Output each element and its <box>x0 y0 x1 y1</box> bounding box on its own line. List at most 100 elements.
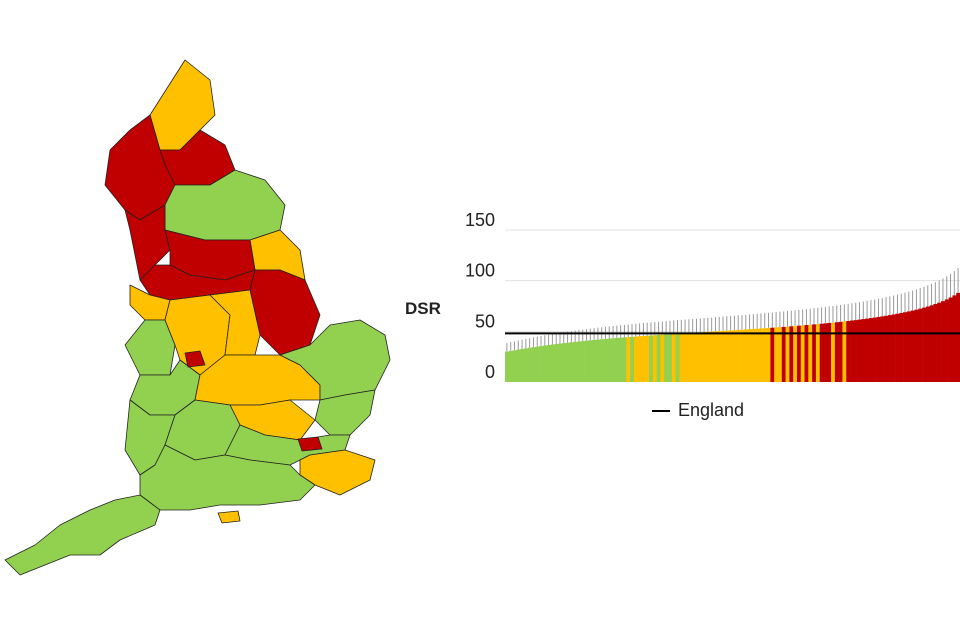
bar <box>743 329 748 382</box>
bar <box>747 329 752 382</box>
legend-england-swatch <box>652 409 670 412</box>
bar <box>823 323 828 382</box>
bar <box>884 315 889 382</box>
bar <box>512 350 517 382</box>
bar <box>834 322 839 382</box>
bar <box>724 330 730 382</box>
bar <box>607 338 612 382</box>
bar <box>736 329 741 382</box>
bar <box>880 316 885 382</box>
bar <box>523 348 529 382</box>
bar <box>645 335 650 382</box>
bar <box>675 333 680 382</box>
bar <box>535 346 540 382</box>
bar <box>937 302 942 382</box>
bar <box>774 327 779 382</box>
bar <box>618 337 623 382</box>
bar <box>872 317 877 382</box>
bar <box>516 349 521 382</box>
legend: England <box>652 400 744 421</box>
bars <box>505 292 960 382</box>
bar <box>948 297 953 382</box>
bar <box>876 316 881 382</box>
legend-england-label: England <box>678 400 745 420</box>
bar <box>531 347 536 382</box>
bar <box>603 338 608 382</box>
bar <box>588 340 593 382</box>
bar <box>933 303 938 382</box>
bar <box>853 320 858 382</box>
bar <box>793 325 798 382</box>
bar <box>944 299 949 382</box>
bar <box>592 339 597 382</box>
bar <box>903 312 908 382</box>
bar <box>561 343 566 382</box>
bar <box>914 309 919 382</box>
bar <box>664 334 669 382</box>
bar <box>728 330 733 382</box>
y-tick-label: 100 <box>465 261 495 281</box>
bar <box>800 325 805 382</box>
bar <box>956 292 960 382</box>
bar <box>569 342 574 382</box>
bar <box>906 311 912 382</box>
bar <box>596 339 601 382</box>
map-region-south-coast <box>139 444 316 511</box>
bar <box>671 333 676 382</box>
bar <box>660 334 665 382</box>
map-region-london-east <box>297 436 323 452</box>
bar <box>550 344 555 382</box>
bar <box>941 301 946 382</box>
bar <box>630 336 635 382</box>
bar <box>740 329 745 382</box>
bar-chart: 0 50 100 150 DSR <box>405 210 960 382</box>
bar <box>668 334 673 382</box>
bar <box>539 346 544 382</box>
bar <box>827 322 832 382</box>
bar <box>918 308 923 382</box>
bar <box>732 330 737 382</box>
bar <box>713 331 718 382</box>
england-map <box>4 59 391 576</box>
bar <box>580 341 585 382</box>
bar <box>622 337 627 382</box>
bar <box>641 335 646 382</box>
error-bars <box>506 267 959 352</box>
y-axis-label: DSR <box>405 299 441 318</box>
bar <box>766 327 771 382</box>
y-tick-label: 150 <box>465 210 495 230</box>
bar <box>804 325 809 382</box>
bar <box>785 326 790 382</box>
bar <box>838 321 843 382</box>
bar <box>702 332 707 382</box>
map-region-birmingham <box>184 350 206 368</box>
bar <box>527 347 532 382</box>
bar <box>808 324 813 382</box>
bar <box>542 345 548 382</box>
bar <box>717 331 722 382</box>
bar <box>683 333 688 382</box>
bar <box>577 341 582 382</box>
bar <box>626 337 631 382</box>
bar <box>656 334 661 382</box>
bar <box>891 314 896 382</box>
bar <box>649 335 654 382</box>
y-tick-label: 50 <box>475 311 495 331</box>
map-region-isle-of-wight <box>217 510 241 524</box>
bar <box>508 350 513 382</box>
bar <box>861 319 866 382</box>
map-region-lincolnshire <box>249 269 321 356</box>
bar <box>831 322 836 382</box>
bar <box>869 318 874 382</box>
bar <box>819 323 824 382</box>
bar <box>846 321 851 382</box>
bar <box>705 331 711 382</box>
map-region-suffolk <box>314 389 376 436</box>
bar <box>929 305 934 382</box>
bar <box>812 324 817 382</box>
bar <box>679 333 684 382</box>
bar <box>895 313 900 382</box>
bar <box>505 351 510 382</box>
bar <box>611 338 616 382</box>
bar <box>762 328 767 382</box>
